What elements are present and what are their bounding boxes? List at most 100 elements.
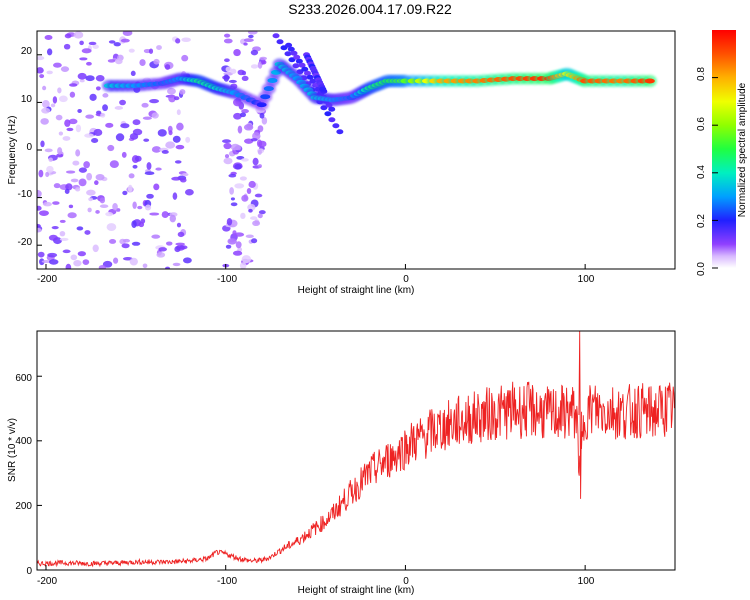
noise-blob xyxy=(75,187,81,192)
noise-blob xyxy=(223,38,233,44)
noise-blob xyxy=(222,139,232,144)
streak-blob xyxy=(292,63,300,69)
noise-blob xyxy=(41,260,52,264)
noise-blob xyxy=(79,79,85,83)
streak-blob xyxy=(293,54,301,60)
noise-blob xyxy=(234,232,245,237)
snr-xtick-label: -200 xyxy=(37,576,57,587)
noise-blob xyxy=(37,56,45,61)
noise-blob xyxy=(128,48,135,53)
noise-blob xyxy=(156,252,166,258)
noise-blob xyxy=(224,154,230,159)
noise-blob xyxy=(179,89,186,95)
noise-blob xyxy=(38,169,44,178)
noise-blob xyxy=(63,43,71,50)
noise-blob xyxy=(132,164,138,169)
noise-blob xyxy=(70,254,78,261)
noise-blob xyxy=(107,144,115,152)
noise-blob xyxy=(259,56,267,61)
noise-blob xyxy=(161,150,169,154)
noise-blob xyxy=(250,138,258,142)
noise-blob xyxy=(181,172,189,177)
noise-blob xyxy=(45,171,50,177)
noise-blob xyxy=(161,211,169,219)
noise-blob xyxy=(223,142,232,150)
colorbar-label: Normalized spectral amplitude xyxy=(737,82,748,217)
noise-blob xyxy=(50,103,56,108)
noise-blob xyxy=(64,188,70,194)
noise-blob xyxy=(257,61,263,69)
noise-blob xyxy=(59,219,66,223)
snr-chart: -200 -100 0 100 600 400 200 0 Height of … xyxy=(7,330,676,596)
noise-blob xyxy=(76,226,84,231)
noise-blob xyxy=(105,122,114,128)
spectrogram-xtick-label: 0 xyxy=(403,274,409,285)
noise-blob xyxy=(234,183,245,189)
noise-blob xyxy=(95,173,105,181)
noise-blob xyxy=(77,251,86,257)
noise-blob xyxy=(142,263,148,269)
streak-blob xyxy=(290,50,298,56)
noise-blob xyxy=(171,176,182,181)
noise-blob xyxy=(185,136,191,143)
noise-blob xyxy=(106,223,117,231)
noise-blob xyxy=(46,48,53,56)
noise-blob xyxy=(258,140,267,148)
noise-blob xyxy=(175,38,181,44)
streak-blob xyxy=(287,46,295,52)
noise-blob xyxy=(42,100,50,109)
noise-blob xyxy=(165,141,176,149)
spectrogram-xtick-label: -100 xyxy=(217,274,237,285)
spectrogram-axis-ticks xyxy=(37,54,586,269)
noise-blob xyxy=(130,70,136,76)
noise-blob xyxy=(66,127,74,132)
noise-blob xyxy=(72,160,80,166)
noise-blob xyxy=(142,116,152,120)
noise-blob xyxy=(248,208,253,213)
colorbar-tick-label: 0.0 xyxy=(696,262,707,276)
noise-blob xyxy=(156,45,162,50)
noise-blob xyxy=(235,241,242,249)
noise-blob xyxy=(230,202,238,207)
noise-blob xyxy=(38,210,49,217)
noise-blob xyxy=(225,66,232,73)
spectrogram-chart: -200 -100 0 100 20 10 0 -10 -20 Height o… xyxy=(7,30,676,296)
noise-blob xyxy=(100,112,106,118)
noise-blob xyxy=(177,231,185,238)
noise-blob xyxy=(108,40,116,44)
noise-blob xyxy=(42,85,47,91)
noise-blob xyxy=(223,74,230,82)
noise-blob xyxy=(234,163,242,170)
noise-blob xyxy=(81,48,92,54)
noise-blob xyxy=(120,123,130,129)
noise-blob xyxy=(59,230,66,237)
noise-blob xyxy=(148,48,154,54)
noise-blob xyxy=(172,135,181,143)
noise-blob xyxy=(257,213,263,219)
streak-blob xyxy=(332,123,340,129)
noise-blob xyxy=(121,243,130,249)
noise-blob xyxy=(241,75,249,81)
noise-blob xyxy=(37,227,42,233)
noise-blob xyxy=(99,204,109,208)
noise-blob xyxy=(234,144,242,151)
noise-blob xyxy=(68,204,74,209)
streak-blob xyxy=(272,33,280,39)
trace-point xyxy=(263,86,274,92)
noise-blob xyxy=(252,220,261,227)
noise-blob xyxy=(243,124,254,131)
noise-blob xyxy=(75,124,82,133)
noise-blob xyxy=(250,216,258,220)
noise-blob xyxy=(243,42,248,46)
noise-blob xyxy=(184,189,194,196)
noise-blob xyxy=(250,64,259,69)
noise-blob xyxy=(37,223,41,228)
snr-xtick-label: -100 xyxy=(217,576,237,587)
noise-blob xyxy=(252,157,259,166)
noise-blob xyxy=(93,128,103,137)
noise-blob xyxy=(52,201,60,205)
noise-blob xyxy=(83,161,90,169)
noise-blob xyxy=(175,242,185,246)
noise-blob xyxy=(151,146,162,153)
noise-blob xyxy=(115,133,125,142)
